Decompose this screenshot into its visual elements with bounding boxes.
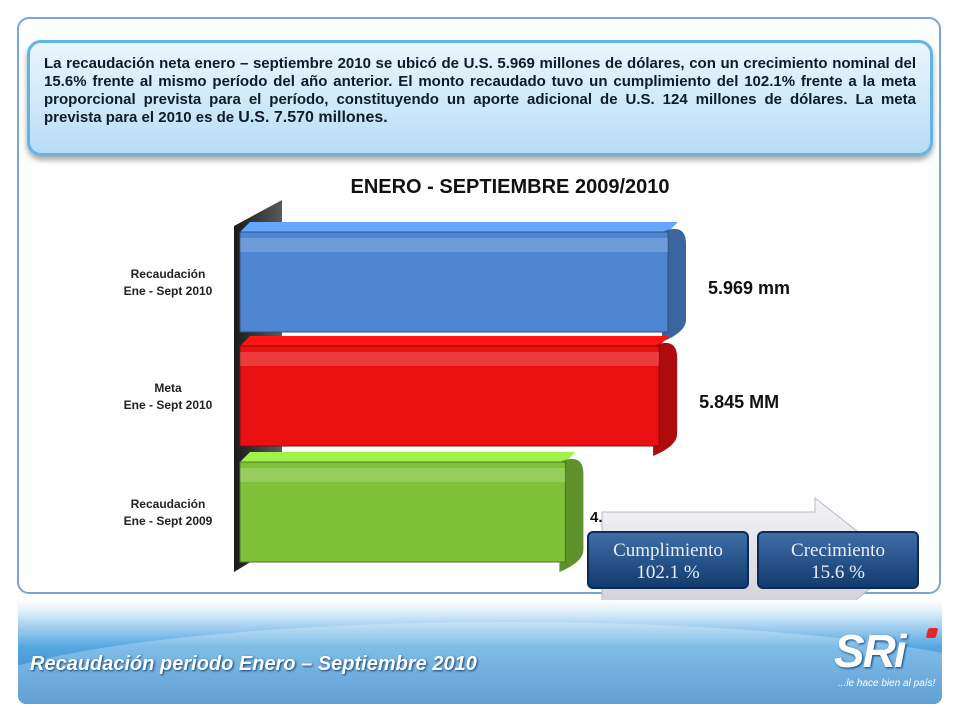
intro-text-box: La recaudación neta enero – septiembre 2… [27, 40, 933, 156]
bar-chart: ENERO - SEPTIEMBRE 2009/2010 Recaudación… [124, 176, 919, 600]
category-label-2-line-1: Meta [154, 381, 182, 395]
bar-1 [239, 222, 686, 342]
cumplimiento-value: 102.1 % [636, 562, 700, 583]
sri-logo: SRi ...le hace bien al país! [832, 620, 940, 700]
logo-tagline: ...le hace bien al país! [838, 678, 936, 689]
logo-red-accent [925, 628, 939, 638]
category-label-1-line-1: Recaudación [131, 267, 206, 281]
intro-highlight: U.S. 7.570 millones. [238, 109, 388, 126]
crecimiento-label: Crecimiento [791, 540, 885, 561]
category-label-3-line-1: Recaudación [131, 497, 206, 511]
crecimiento-value: 15.6 % [811, 562, 865, 583]
intro-text: La recaudación neta enero – septiembre 2… [44, 55, 916, 126]
cumplimiento-box: Cumplimiento 102.1 % [587, 531, 749, 589]
value-label-1: 5.969 mm [708, 278, 790, 298]
bar-3 [239, 452, 584, 572]
logo-wordmark: SRi [834, 625, 907, 677]
crecimiento-box: Crecimiento 15.6 % [757, 531, 919, 589]
cumplimiento-label: Cumplimiento [613, 540, 723, 561]
category-label-3-line-2: Ene - Sept 2009 [124, 514, 213, 528]
footer-title: Recaudación periodo Enero – Septiembre 2… [30, 653, 477, 675]
bar-2 [239, 336, 678, 456]
chart-title: ENERO - SEPTIEMBRE 2009/2010 [350, 176, 669, 198]
value-label-2: 5.845 MM [699, 392, 779, 412]
footer-band [18, 600, 942, 704]
category-label-2-line-2: Ene - Sept 2010 [124, 398, 213, 412]
category-label-1-line-2: Ene - Sept 2010 [124, 284, 213, 298]
